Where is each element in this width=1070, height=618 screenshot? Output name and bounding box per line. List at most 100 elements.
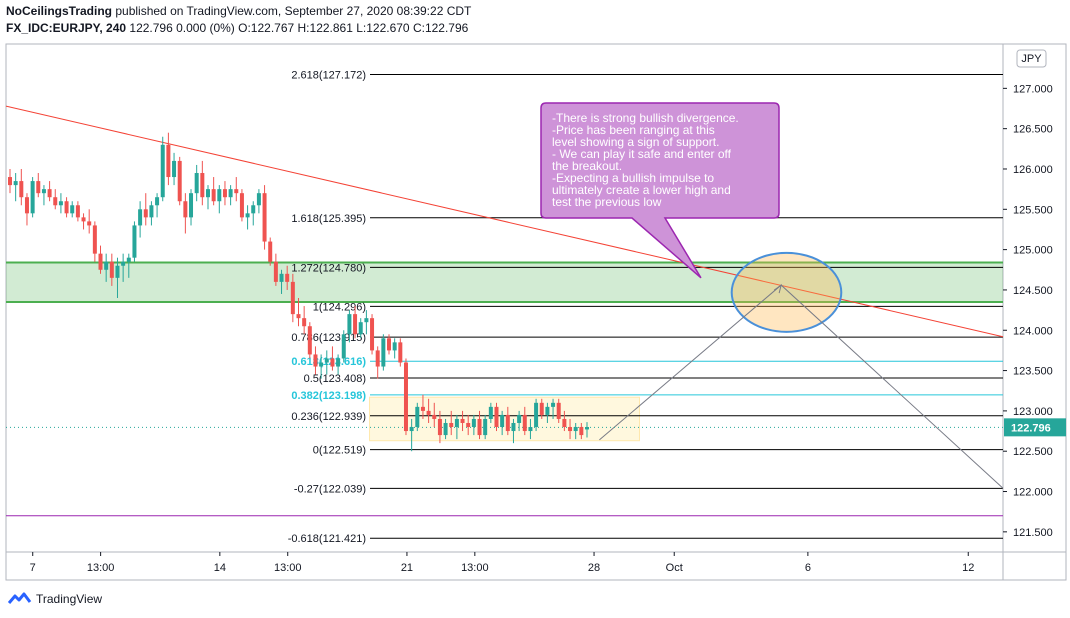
- candle-body: [302, 318, 307, 327]
- candle-body: [268, 241, 273, 262]
- candle-body: [483, 418, 488, 436]
- x-axis-tick-label: Oct: [666, 562, 683, 574]
- tradingview-logo-icon: [8, 592, 32, 604]
- candle-body: [398, 342, 403, 363]
- y-axis-tick-label: 122.000: [1013, 487, 1053, 499]
- candle-body: [437, 418, 442, 436]
- candle-body: [443, 422, 448, 436]
- y-axis-tick-label: 122.500: [1013, 446, 1053, 458]
- candle-body: [517, 414, 522, 423]
- tradingview-brand[interactable]: TradingView: [8, 592, 102, 606]
- candle-body: [341, 334, 346, 359]
- candle-body: [205, 189, 210, 198]
- candle-body: [245, 213, 250, 218]
- candle-body: [313, 354, 318, 367]
- x-axis-tick-label: 7: [30, 562, 36, 574]
- candle-body: [409, 427, 414, 432]
- y-axis-tick-label: 124.500: [1013, 285, 1053, 297]
- candle-body: [336, 358, 341, 367]
- candle-body: [64, 201, 69, 214]
- candle-body: [53, 197, 58, 206]
- candle-body: [585, 427, 589, 430]
- fib-level-label: 0.5(123.408): [304, 373, 366, 385]
- fib-level-label: 0.382(123.198): [291, 390, 366, 402]
- candle-body: [353, 314, 358, 335]
- candle-body: [75, 205, 80, 218]
- x-axis-tick-label: 13:00: [87, 562, 115, 574]
- candle-body: [132, 225, 137, 258]
- fib-level-label: 0.236(122.939): [291, 411, 366, 423]
- annotation-text-line: the breakout.: [552, 159, 622, 173]
- candle-body: [222, 189, 227, 198]
- fib-level-label: -0.618(121.421): [288, 533, 366, 545]
- last-price-badge: [1004, 418, 1066, 437]
- candle-body: [387, 338, 392, 351]
- candle-body: [160, 144, 165, 198]
- candle-body: [358, 322, 363, 335]
- plot-frame: [5, 43, 1004, 581]
- candle-body: [234, 189, 239, 194]
- candle-body: [279, 273, 284, 282]
- annotation-text-line: ultimately create a lower high and: [552, 183, 731, 197]
- candles-group: [8, 132, 589, 452]
- target-ellipse: [730, 251, 843, 333]
- candle-body: [556, 402, 561, 419]
- brand-name: TradingView: [36, 592, 103, 606]
- candle-body: [545, 406, 550, 415]
- candle-body: [183, 201, 188, 218]
- y-axis-tick-label: 127.000: [1013, 83, 1053, 95]
- quote-values: 122.796 0.000 (0%) O:122.767 H:122.861 L…: [129, 21, 469, 35]
- candle-body: [307, 326, 312, 355]
- candle-body: [573, 427, 578, 432]
- candle-body: [87, 221, 92, 226]
- symbol-label: FX_IDC:EURJPY, 240: [6, 21, 127, 35]
- candle-body: [420, 406, 425, 411]
- candle-body: [13, 181, 18, 186]
- candle-body: [579, 427, 584, 436]
- candle-body: [70, 205, 75, 214]
- candle-body: [460, 418, 465, 423]
- price-axis-frame: [1002, 43, 1067, 581]
- candle-body: [81, 217, 86, 222]
- fib-level-label: 2.618(127.172): [291, 69, 366, 81]
- candle-body: [551, 402, 556, 407]
- candle-body: [381, 338, 386, 367]
- candle-body: [166, 144, 171, 178]
- candle-body: [143, 209, 148, 218]
- quote-line: FX_IDC:EURJPY, 240 122.796 0.000 (0%) O:…: [6, 20, 471, 37]
- x-axis-tick-label: 6: [805, 562, 811, 574]
- candle-body: [403, 362, 408, 432]
- candle-body: [172, 160, 177, 178]
- currency-label: JPY: [1021, 53, 1042, 65]
- candle-body: [534, 402, 539, 428]
- candle-body: [454, 418, 459, 428]
- candle-body: [262, 193, 267, 242]
- candle-body: [217, 189, 222, 202]
- candle-body: [189, 193, 194, 218]
- candle-body: [324, 358, 329, 363]
- candle-body: [539, 402, 544, 415]
- candle-body: [290, 281, 295, 315]
- fib-level-label: -0.27(122.039): [294, 483, 366, 495]
- candle-body: [149, 205, 154, 218]
- candle-body: [370, 318, 375, 351]
- y-axis-tick-label: 125.500: [1013, 204, 1053, 216]
- candle-body: [522, 414, 527, 432]
- y-axis-tick-label: 123.500: [1013, 366, 1053, 378]
- candle-body: [505, 414, 510, 432]
- candle-body: [58, 201, 63, 206]
- candle-body: [500, 414, 505, 428]
- y-axis-tick-label: 126.500: [1013, 124, 1053, 136]
- y-axis-tick-label: 123.000: [1013, 406, 1053, 418]
- author-name[interactable]: NoCeilingsTrading: [6, 4, 113, 18]
- candle-body: [392, 342, 397, 351]
- candle-body: [200, 173, 205, 198]
- currency-label-box: [1016, 49, 1047, 68]
- candle-body: [449, 422, 454, 428]
- published-text: published on TradingView.com, September …: [115, 4, 472, 18]
- fib-level-label: 1(124.296): [313, 301, 366, 313]
- candle-body: [528, 427, 533, 432]
- candle-body: [511, 422, 516, 432]
- range-box: [369, 396, 640, 442]
